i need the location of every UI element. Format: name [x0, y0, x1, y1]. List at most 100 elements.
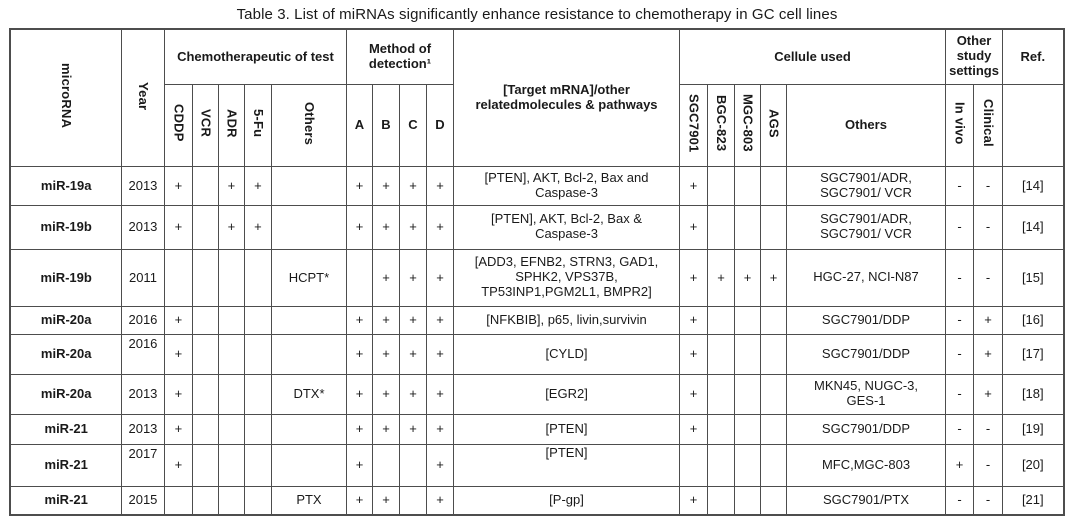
group-header-cellule-used: Cellule used — [678, 28, 947, 85]
table-row: miR-19a 2013 + + + + + + + [PTEN], AKT, Bcl-2, Ba… — [9, 165, 1065, 206]
table-body: miR-19a 2013 + + + + + + + [PTEN], AKT, Bcl-2, Ba… — [9, 165, 1065, 516]
cell-target: [PTEN], AKT, Bcl-2, Bax & Caspase-3 — [453, 204, 680, 250]
cell-a: + — [345, 443, 373, 487]
cell-a: + — [345, 413, 373, 445]
cell-d: + — [425, 305, 455, 335]
cell-target: [P-gp] — [453, 485, 680, 516]
table-row: miR-19b 2011 HCPT* + + + [ADD3, EFNB2, STRN3, … — [9, 248, 1065, 307]
cell-others-chemo — [270, 443, 347, 487]
cell-mirna: miR-19a — [9, 165, 122, 206]
cell-c — [398, 485, 427, 516]
cell-bgc — [707, 413, 735, 445]
cell-clinical: - — [973, 485, 1004, 516]
cell-c: + — [398, 248, 427, 307]
cell-clinical: - — [973, 443, 1004, 487]
cell-c: + — [398, 204, 427, 250]
col-header-ref-empty — [1002, 83, 1065, 167]
cell-year: 2017 — [120, 443, 165, 487]
cell-mirna: miR-19b — [9, 248, 122, 307]
cell-bgc — [707, 204, 735, 250]
microrna-label: microRNA — [59, 63, 74, 129]
cell-others-cells: MFC,MGC-803 — [785, 443, 947, 487]
col-header-adr: ADR — [217, 83, 245, 167]
cell-mirna: miR-19b — [9, 204, 122, 250]
cell-fu — [243, 485, 272, 516]
col-header-sgc7901: SGC7901 — [679, 83, 708, 167]
cell-sgc: + — [679, 204, 708, 250]
cell-year: 2015 — [120, 485, 165, 516]
cell-others-cells: SGC7901/PTX — [785, 485, 947, 516]
cell-target: [ADD3, EFNB2, STRN3, GAD1, SPHK2, VPS37B… — [453, 248, 680, 307]
cell-year: 2013 — [120, 413, 165, 445]
cell-vcr — [191, 485, 219, 516]
cell-ags — [760, 305, 787, 335]
cell-invivo: - — [945, 413, 975, 445]
col-header-bgc823: BGC-823 — [707, 83, 735, 167]
cell-target: [CYLD] — [453, 333, 680, 375]
cell-ags — [760, 333, 787, 375]
cell-others-cells: MKN45, NUGC-3, GES-1 — [785, 373, 947, 415]
cell-ref: [16] — [1002, 305, 1065, 335]
cell-b — [371, 443, 400, 487]
cell-d: + — [425, 165, 455, 206]
cell-b: + — [371, 165, 400, 206]
cell-fu — [243, 248, 272, 307]
cell-clinical: - — [973, 413, 1004, 445]
cell-invivo: - — [945, 204, 975, 250]
cell-sgc: + — [679, 248, 708, 307]
cell-others-chemo — [270, 165, 347, 206]
cell-others-cells: HGC-27, NCI-N87 — [785, 248, 947, 307]
cell-invivo: - — [945, 305, 975, 335]
cell-adr: + — [217, 204, 245, 250]
cell-adr — [217, 305, 245, 335]
cell-cddp: + — [163, 305, 193, 335]
cell-vcr — [191, 373, 219, 415]
cell-mirna: miR-21 — [9, 413, 122, 445]
cell-others-cells: SGC7901/ADR, SGC7901/ VCR — [785, 165, 947, 206]
cell-vcr — [191, 248, 219, 307]
cell-ref: [21] — [1002, 485, 1065, 516]
cell-invivo: - — [945, 485, 975, 516]
cell-target: [NFKBIB], p65, livin,survivin — [453, 305, 680, 335]
cell-ags — [760, 443, 787, 487]
cell-mgc: + — [734, 248, 761, 307]
cell-ags: + — [760, 248, 787, 307]
cell-mgc — [734, 443, 761, 487]
col-header-target-mrna: [Target mRNA]/other relatedmolecules & p… — [453, 28, 680, 167]
cell-cddp: + — [163, 443, 193, 487]
table-title: Table 3. List of miRNAs significantly en… — [236, 6, 838, 23]
cell-target: [PTEN] — [453, 443, 680, 487]
cell-mgc — [734, 373, 761, 415]
cell-mgc — [734, 333, 761, 375]
cell-adr — [217, 373, 245, 415]
cell-mirna: miR-21 — [9, 485, 122, 516]
cell-mirna: miR-20a — [9, 333, 122, 375]
cell-ags — [760, 165, 787, 206]
cell-year: 2011 — [120, 248, 165, 307]
cell-c: + — [398, 413, 427, 445]
cell-cddp — [163, 248, 193, 307]
cell-ref: [19] — [1002, 413, 1065, 445]
cell-clinical: + — [973, 333, 1004, 375]
cell-others-chemo — [270, 204, 347, 250]
cell-ref: [14] — [1002, 204, 1065, 250]
cell-d: + — [425, 204, 455, 250]
cell-bgc — [707, 305, 735, 335]
cell-vcr — [191, 333, 219, 375]
cell-mgc — [734, 165, 761, 206]
cell-b: + — [371, 413, 400, 445]
col-header-ags: AGS — [760, 83, 787, 167]
year-label: Year — [135, 81, 151, 111]
cell-others-chemo: DTX* — [270, 373, 347, 415]
cell-invivo: - — [945, 373, 975, 415]
cell-adr: + — [217, 165, 245, 206]
col-header-microrna: microRNA — [9, 28, 122, 167]
cell-year: 2016 — [120, 333, 165, 375]
col-header-cells-others: Others — [785, 83, 947, 167]
cell-year: 2013 — [120, 373, 165, 415]
cell-adr — [217, 248, 245, 307]
cell-b: + — [371, 485, 400, 516]
cell-sgc: + — [679, 305, 708, 335]
in-vivo-label: In vivo — [952, 101, 968, 145]
cell-ref: [14] — [1002, 165, 1065, 206]
